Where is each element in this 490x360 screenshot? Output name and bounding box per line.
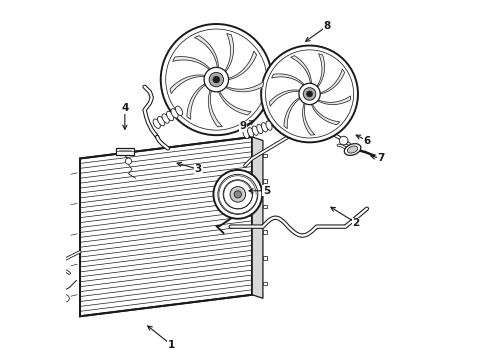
Ellipse shape	[153, 119, 160, 129]
Polygon shape	[116, 148, 134, 155]
Text: 9: 9	[240, 121, 254, 131]
Circle shape	[261, 45, 358, 142]
Polygon shape	[271, 74, 304, 85]
Ellipse shape	[167, 111, 174, 121]
Text: 2: 2	[331, 207, 360, 228]
Ellipse shape	[175, 106, 183, 116]
Polygon shape	[226, 82, 264, 92]
Text: 5: 5	[249, 186, 270, 196]
Circle shape	[307, 91, 313, 97]
Polygon shape	[208, 90, 222, 127]
Circle shape	[161, 24, 272, 135]
Polygon shape	[173, 57, 210, 70]
Polygon shape	[228, 51, 257, 80]
Ellipse shape	[162, 114, 169, 123]
Ellipse shape	[266, 121, 272, 130]
Circle shape	[209, 72, 223, 87]
Ellipse shape	[252, 126, 258, 135]
Bar	[263, 205, 267, 208]
Ellipse shape	[243, 129, 249, 139]
Polygon shape	[219, 91, 251, 115]
Circle shape	[223, 180, 252, 209]
Polygon shape	[318, 96, 351, 104]
Circle shape	[214, 170, 262, 219]
Polygon shape	[303, 103, 315, 135]
Polygon shape	[317, 54, 324, 87]
Polygon shape	[252, 137, 263, 298]
Polygon shape	[291, 56, 312, 84]
Ellipse shape	[171, 109, 178, 118]
Polygon shape	[80, 137, 252, 316]
Bar	[263, 256, 267, 260]
Circle shape	[218, 174, 258, 214]
Circle shape	[166, 29, 267, 130]
Circle shape	[303, 87, 316, 100]
Polygon shape	[284, 98, 300, 129]
Bar	[263, 179, 267, 183]
Ellipse shape	[261, 123, 268, 132]
Circle shape	[213, 76, 220, 83]
Circle shape	[234, 191, 242, 198]
Text: 1: 1	[147, 326, 175, 350]
Bar	[263, 282, 267, 285]
Text: 7: 7	[371, 153, 385, 163]
Polygon shape	[225, 33, 234, 72]
Ellipse shape	[347, 146, 358, 153]
Polygon shape	[269, 90, 299, 106]
Polygon shape	[312, 104, 340, 125]
Circle shape	[125, 158, 132, 164]
Circle shape	[266, 50, 354, 138]
Bar	[263, 230, 267, 234]
Circle shape	[339, 136, 348, 145]
Ellipse shape	[247, 127, 254, 137]
Circle shape	[204, 67, 228, 92]
Text: 3: 3	[177, 162, 202, 174]
Text: 6: 6	[356, 135, 370, 145]
Ellipse shape	[344, 144, 361, 156]
Circle shape	[299, 83, 320, 105]
Ellipse shape	[257, 124, 263, 134]
Circle shape	[230, 186, 245, 202]
Polygon shape	[195, 36, 219, 68]
Polygon shape	[320, 69, 344, 94]
Polygon shape	[170, 75, 205, 94]
Polygon shape	[187, 84, 205, 119]
Text: 4: 4	[121, 103, 128, 129]
Bar	[263, 154, 267, 157]
Ellipse shape	[158, 116, 165, 126]
Circle shape	[62, 295, 69, 302]
Text: 8: 8	[306, 21, 331, 41]
